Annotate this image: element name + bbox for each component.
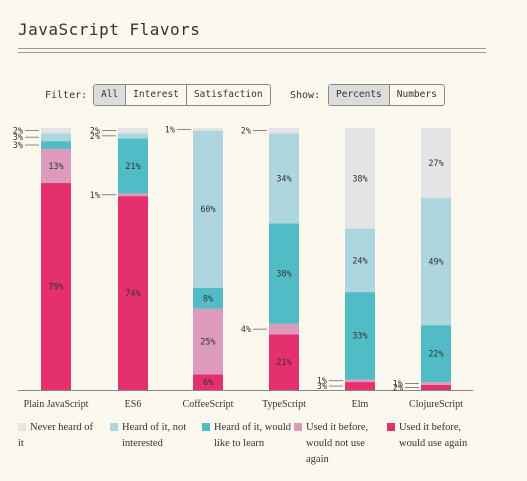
legend-item-like-to-learn: Heard of it, would like to learn <box>202 420 294 452</box>
bar-value-label: 38% <box>352 174 367 184</box>
bar-segment-not-interested <box>269 133 299 224</box>
bar-segment-never-heard <box>193 128 223 131</box>
category-label: TypeScript <box>262 399 306 410</box>
legend-swatch <box>294 423 302 431</box>
bar-segment-like-to-learn <box>345 292 375 380</box>
bar-segment-would-not-use <box>345 379 375 383</box>
bar-value-label: 4% <box>241 325 251 335</box>
category-label: ES6 <box>125 399 142 410</box>
bar-segment-would-not-use <box>118 193 148 197</box>
bar-value-label: 2% <box>13 127 23 137</box>
bar-segment-use-again <box>118 196 148 390</box>
legend-label: Never heard of it <box>18 422 93 449</box>
bar-segment-never-heard <box>421 128 451 199</box>
bar-value-label: 21% <box>125 162 140 172</box>
bar-value-label: 2% <box>241 127 251 137</box>
chart-legend: Never heard of it Heard of it, not inter… <box>18 420 508 475</box>
bar-segment-would-not-use <box>269 323 299 335</box>
bar-value-label: 33% <box>352 332 367 342</box>
bar-value-label: 3% <box>13 133 23 143</box>
filter-interest-button[interactable]: Interest <box>126 85 187 105</box>
bar-value-label: 8% <box>203 294 213 304</box>
bar-segment-would-not-use <box>193 308 223 375</box>
filter-button-group: All Interest Satisfaction <box>93 84 271 106</box>
bar-segment-like-to-learn <box>41 141 71 149</box>
bar-segment-would-not-use <box>421 382 451 385</box>
legend-item-not-interested: Heard of it, not interested <box>110 420 195 452</box>
bar-value-label: 2% <box>393 383 403 393</box>
bar-segment-like-to-learn <box>269 223 299 324</box>
bar-segment-never-heard <box>345 128 375 229</box>
title-divider-top <box>18 48 486 49</box>
filter-all-button[interactable]: All <box>94 85 127 105</box>
bar-segment-use-again <box>269 334 299 390</box>
legend-label: Used it before, would not use again <box>306 422 369 465</box>
bar-value-label: 1% <box>393 380 403 390</box>
bar-value-label: 21% <box>276 358 291 368</box>
bar-segment-like-to-learn <box>421 325 451 383</box>
bar-segment-never-heard <box>269 128 299 134</box>
bar-value-label: 34% <box>276 174 291 184</box>
bar-segment-not-interested <box>345 228 375 293</box>
bar-segment-never-heard <box>118 128 148 134</box>
bar-value-label: 38% <box>276 270 291 280</box>
chart-title: JavaScript Flavors <box>18 20 201 39</box>
filter-label: Filter: <box>45 90 88 101</box>
bar-segment-not-interested <box>118 133 148 139</box>
show-percents-button[interactable]: Percents <box>329 85 390 105</box>
bar-value-label: 27% <box>428 159 443 169</box>
bar-value-label: 13% <box>48 162 63 172</box>
bar-value-label: 22% <box>428 350 443 360</box>
legend-label: Used it before, would use again <box>399 422 468 449</box>
bar-value-label: 3% <box>13 141 23 151</box>
bar-value-label: 2% <box>90 132 100 142</box>
show-label: Show: <box>290 90 321 101</box>
legend-item-would-not-use: Used it before, would not use again <box>294 420 384 468</box>
bar-segment-use-again <box>41 183 71 390</box>
bar-value-label: 60% <box>200 205 215 215</box>
show-numbers-button[interactable]: Numbers <box>396 89 437 100</box>
category-label: Plain JavaScript <box>24 399 89 410</box>
bar-segment-like-to-learn <box>193 287 223 309</box>
legend-swatch <box>18 423 26 431</box>
bar-value-label: 74% <box>125 289 140 299</box>
bar-segment-use-again <box>193 374 223 390</box>
bar-value-label: 1% <box>90 191 100 201</box>
legend-swatch <box>387 423 395 431</box>
legend-label: Heard of it, would like to learn <box>214 422 291 449</box>
bar-value-label: 49% <box>428 258 443 268</box>
bar-value-label: 79% <box>48 283 63 293</box>
bar-segment-use-again <box>421 384 451 390</box>
title-divider-bottom <box>18 52 486 53</box>
bar-value-label: 24% <box>352 256 367 266</box>
bar-segment-like-to-learn <box>118 138 148 194</box>
bar-value-label: 25% <box>200 338 215 348</box>
legend-item-never-heard: Never heard of it <box>18 420 100 452</box>
bar-value-label: 1% <box>317 377 327 387</box>
bar-segment-not-interested <box>421 198 451 326</box>
bar-value-label: 6% <box>203 378 213 388</box>
bar-segment-not-interested <box>41 133 71 142</box>
bar-value-label: 2% <box>90 127 100 137</box>
bar-segment-use-again <box>345 382 375 390</box>
bar-segment-not-interested <box>193 130 223 288</box>
legend-item-use-again: Used it before, would use again <box>387 420 482 452</box>
filter-satisfaction-button[interactable]: Satisfaction <box>193 89 263 100</box>
show-button-group: Percents Numbers <box>328 84 445 106</box>
bar-segment-never-heard <box>41 128 71 134</box>
stacked-bar-chart: 79%13%3%3%2%Plain JavaScript74%1%21%2%2%… <box>13 125 473 410</box>
category-label: Elm <box>352 399 369 410</box>
category-label: ClojureScript <box>409 399 463 410</box>
bar-value-label: 3% <box>317 382 327 392</box>
bar-value-label: 1% <box>165 125 175 135</box>
bar-segment-would-not-use <box>41 148 71 184</box>
legend-label: Heard of it, not interested <box>122 422 187 449</box>
category-label: CoffeeScript <box>183 399 234 410</box>
legend-swatch <box>110 423 118 431</box>
legend-swatch <box>202 423 210 431</box>
